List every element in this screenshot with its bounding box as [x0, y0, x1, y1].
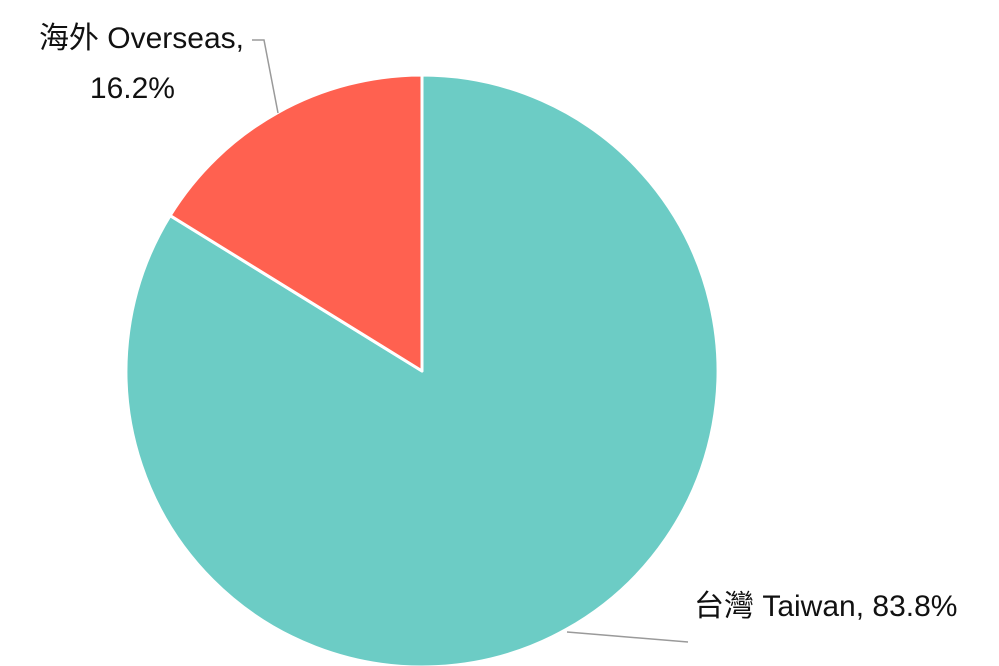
pie-slice-taiwan: [124, 73, 720, 666]
slice-value-taiwan-text: 83.8%: [872, 590, 957, 623]
slice-label-overseas-name: 海外 Overseas: [39, 22, 236, 55]
slice-label-overseas: 海外 Overseas,: [39, 22, 244, 55]
slice-value-overseas-text: 16.2%: [90, 72, 175, 105]
leader-line-taiwan: [566, 631, 689, 643]
slice-value-overseas: 16.2%: [90, 72, 175, 105]
slice-label-taiwan: 台灣 Taiwan, 83.8%: [694, 590, 957, 623]
leader-line-overseas: [252, 39, 279, 114]
slice-label-taiwan-name: 台灣 Taiwan: [694, 590, 856, 623]
pie-slices: [124, 73, 720, 666]
